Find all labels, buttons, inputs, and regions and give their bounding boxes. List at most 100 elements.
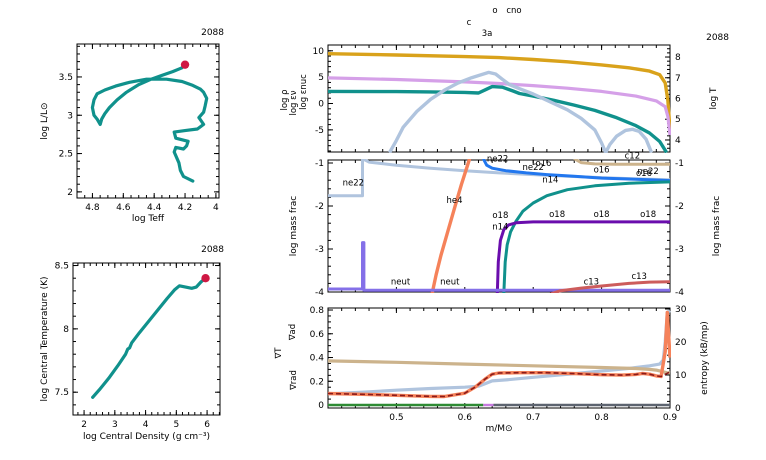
curve-label-neut: neut (391, 277, 411, 287)
series-entropy (327, 309, 671, 396)
axis-label-log-rho: log ρ (280, 89, 290, 110)
curve-label-neut: neut (440, 277, 460, 287)
curve-label-o18: o18 (549, 210, 565, 220)
axis-label-grad-rad: ∇rad (289, 370, 299, 391)
series-he4 (430, 159, 472, 293)
profile-gradients-ticks (328, 308, 671, 409)
central-t-rho-ticks (73, 263, 220, 415)
curve-label-ne22: ne22 (343, 178, 364, 188)
curve-label-n14: n14 (492, 223, 508, 233)
curve-label-c13: c13 (631, 272, 647, 282)
series-c12 (573, 159, 670, 166)
central-t-rho-xtick: 2 (81, 420, 87, 430)
profile-abundances-y2tick: -4 (675, 288, 684, 298)
series-hr-track (90, 63, 209, 183)
axis-label-log-eps-nuc: log εnuc (299, 74, 309, 110)
curve-label-o16: o16 (594, 165, 610, 175)
hr-diagram-ytick: 3.5 (59, 73, 73, 83)
profile-abundances-y2tick: -3 (675, 245, 684, 255)
series-tc-rhoc-track (91, 276, 208, 399)
profile-abundances-ytick: -3 (315, 245, 324, 255)
profile-structure-y2tick: 8 (675, 53, 681, 63)
curve-label-o18: o18 (594, 210, 610, 220)
hr-diagram-frame (76, 43, 220, 199)
profile-gradients-y2tick: 30 (675, 305, 687, 315)
profile-structure: -5 0 5 10 4 5 6 7 8 log ρ log εν log εnuc o cno c 3a log… (280, 6, 729, 153)
series-o16 (481, 159, 671, 183)
profile-structure-y2tick: 5 (675, 115, 681, 125)
profile-structure-ytick: 10 (313, 47, 325, 57)
central-t-rho-ytick: 7.5 (55, 388, 69, 398)
series-log-T (327, 52, 671, 130)
profile-abundances-ytick: -4 (315, 288, 324, 298)
profile-gradients-xlabel: m/M⊙ (485, 424, 512, 434)
profile-gradients-xtick: 0.5 (389, 413, 403, 423)
series-c13 (549, 280, 671, 293)
profile-abundances-y2tick: -1 (675, 159, 684, 169)
profile-structure-y2tick: 6 (675, 95, 681, 105)
series-grad-rad (327, 310, 671, 399)
central-t-rho-ylabel: log Central Temperature (K) (40, 276, 50, 401)
burn-zone-c: c (467, 18, 472, 28)
current-model-dot (180, 60, 190, 69)
profile-structure-y2tick: 4 (675, 136, 681, 146)
curve-label-ne22: ne22 (637, 167, 658, 177)
curve-label-o18: o18 (492, 211, 508, 221)
profile-structure-y2label: log T (709, 87, 719, 110)
central-t-rho-xtick: 5 (173, 420, 179, 430)
profile-abundances-y2tick: -2 (675, 202, 684, 212)
hr-diagram: 4.8 4.6 4.4 4.2 4 2 2.5 3 3.5 log Teff log L/L⊙ 208… (40, 28, 224, 224)
curve-label-o16: o16 (636, 169, 652, 179)
profile-gradients-ytick: 0.4 (310, 354, 325, 364)
hr-diagram-xtick: 4.2 (178, 203, 192, 213)
profile-abundances-ytick: -1 (315, 159, 324, 169)
profile-gradients-xtick: 0.7 (526, 413, 540, 423)
series-log-rho (327, 76, 671, 136)
series-grad-T (327, 371, 671, 398)
hr-diagram-xtick: 4.6 (116, 203, 131, 213)
hr-diagram-xtick: 4.8 (85, 203, 100, 213)
profile-structure-ytick: -5 (315, 126, 324, 136)
curve-label-ne22: ne22 (522, 163, 543, 173)
burn-zone-o: o (492, 6, 497, 16)
curve-label-o16: o16 (535, 159, 551, 169)
series-grad-ad (327, 359, 671, 375)
central-t-rho-xtick: 3 (112, 420, 118, 430)
profile-abundances-ytick: -2 (315, 202, 324, 212)
axis-label-grad-T: ∇T (274, 347, 284, 360)
profile-abundances-frame (327, 159, 671, 293)
central-t-rho-ytick: 8 (63, 325, 69, 335)
central-t-rho: 2 3 4 5 6 7.5 8 8.5 log Central Density (g cm⁻³)… (40, 245, 224, 442)
curve-label-he4: he4 (447, 196, 463, 206)
profile-gradients: 0.5 0.6 0.7 0.8 0.900.20.40.60.80102030∇ad∇T… (274, 305, 710, 434)
hr-diagram-ytick: 2.5 (59, 150, 73, 160)
hr-diagram-ylabel: log L/L⊙ (40, 102, 50, 139)
hr-diagram-ytick: 2 (67, 188, 73, 198)
profile-gradients-ytick: 0.6 (310, 330, 325, 340)
curve-label-o18: o18 (640, 210, 656, 220)
series-n14 (502, 180, 671, 293)
profile-gradients-ytick: 0.2 (310, 377, 324, 387)
series-neut (328, 241, 670, 292)
central-t-rho-title: 2088 (201, 245, 224, 255)
hr-diagram-xtick: 4 (213, 203, 219, 213)
central-t-rho-frame (72, 262, 221, 416)
hr-diagram-ticks (77, 44, 219, 198)
profile-gradients-ytick: 0 (318, 401, 324, 411)
curve-label-ne22: ne22 (487, 155, 508, 165)
profile-structure-y2tick: 7 (675, 74, 681, 84)
curve-label-n14: n14 (542, 175, 558, 185)
profile-abundances-y2label: log mass frac (712, 196, 722, 256)
profile-gradients-frame (327, 307, 671, 409)
axis-label-grad-ad: ∇ad (288, 324, 298, 341)
profile-gradients-xtick: 0.8 (594, 413, 609, 423)
profile-gradients-xtick: 0.9 (663, 413, 678, 423)
profile-structure-ytick: 0 (318, 100, 324, 110)
burn-zone-3a: 3a (482, 29, 493, 39)
hr-diagram-xtick: 4.4 (147, 203, 162, 213)
hr-diagram-ytick: 3 (67, 111, 73, 121)
current-model-dot (201, 274, 210, 283)
hr-diagram-xlabel: log Teff (132, 214, 165, 224)
